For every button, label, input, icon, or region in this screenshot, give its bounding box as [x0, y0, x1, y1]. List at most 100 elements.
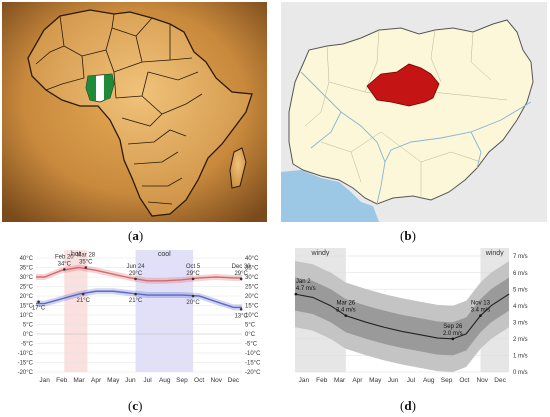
annotation-date: Jun 24: [127, 264, 146, 270]
low-point: [37, 300, 40, 303]
x-tick-label: Oct: [459, 377, 469, 384]
low-value: 20°C: [186, 300, 200, 306]
caption-b: (b): [400, 228, 416, 243]
wind-average-line: [294, 293, 510, 340]
y-tick-label-left: 35°C: [20, 266, 34, 272]
x-tick-label: Aug: [423, 377, 435, 384]
y-tick-label-right: 30°C: [245, 275, 259, 281]
x-tick-label: May: [369, 377, 382, 384]
band-label-windy: windy: [485, 250, 504, 257]
x-tick-label: Feb: [316, 377, 328, 384]
y-tick-label-right: 5 m/s: [513, 287, 528, 293]
y-tick-label-left: 10°C: [20, 313, 34, 319]
y-tick-label-left: 5°C: [23, 323, 34, 329]
annotation-point: [191, 277, 195, 281]
y-tick-label-right: 0 m/s: [513, 370, 528, 376]
annotation-point: [294, 292, 298, 296]
y-tick-label-right: -15°C: [245, 361, 261, 367]
annotation-date: Jan 2: [296, 279, 311, 285]
y-tick-label-right: 3 m/s: [513, 320, 528, 326]
low-point: [81, 292, 85, 296]
wind-inner-band: [295, 277, 509, 356]
low-value: 13°C: [234, 313, 248, 319]
x-tick-label: Oct: [194, 377, 204, 384]
x-tick-label: Jun: [125, 377, 136, 384]
annotation-value: 3.4 m/s: [471, 308, 491, 314]
y-tick-label-left: -10°C: [18, 351, 34, 357]
y-tick-label-right: 5°C: [245, 323, 256, 329]
low-point: [191, 294, 195, 298]
y-tick-label-left: 40°C: [20, 256, 34, 262]
annotation-value: 29°C: [129, 271, 143, 277]
africa-map-icon: [2, 2, 267, 222]
highlighted-region: [366, 63, 440, 107]
wind-speed-chart: windy windy 0 m/s 1 m/s 2 m/s 3 m/s 4 m/s 5 m/s…: [294, 248, 528, 384]
annotation-value: 34°C: [58, 261, 72, 267]
y-tick-label-left: 15°C: [20, 304, 34, 310]
x-tick-label: Sep: [441, 377, 453, 384]
x-tick-label: Feb: [56, 377, 68, 384]
annotation-value: 29°C: [234, 271, 248, 277]
y-tick-label-right: 1 m/s: [513, 354, 528, 360]
x-tick-label: Mar: [73, 377, 85, 384]
series-band: [36, 288, 242, 311]
y-tick-label-left: 20°C: [20, 294, 34, 300]
annotation-date: Mar 28: [76, 253, 95, 259]
low-value: 21°C: [77, 298, 91, 304]
x-tick-label: Jun: [388, 377, 399, 384]
y-tick-label-right: 7 m/s: [513, 254, 528, 260]
x-tick-label: Apr: [352, 377, 363, 384]
x-tick-label: Nov: [210, 377, 222, 384]
nigeria-map-icon: [281, 2, 547, 222]
x-tick-label: Jul: [143, 377, 152, 384]
annotation-point: [134, 277, 137, 281]
annotation-value: 4.7 m/s: [296, 286, 316, 292]
panel-c-temperature-chart: hot cool -20°C -20°C -15°C -15°C -10°C -10°C -5°…: [2, 244, 272, 392]
x-tick-label: Jan: [39, 377, 50, 384]
annotation-point: [479, 314, 482, 317]
nigeria-flag-icon: [85, 73, 115, 103]
annotation-date: Sep 26: [443, 324, 463, 330]
low-point: [239, 308, 243, 311]
annotation-value: 2.0 m/s: [443, 331, 463, 337]
low-point: [134, 292, 137, 296]
annotation-date: Nov 13: [471, 301, 491, 307]
x-tick-label: Jan: [299, 377, 310, 384]
x-tick-label: Mar: [334, 377, 346, 384]
y-tick-label-right: 4 m/s: [513, 304, 528, 310]
y-tick-label-left: 0°C: [23, 332, 34, 338]
temperature-chart: hot cool -20°C -20°C -15°C -15°C -10°C -10°C -5°…: [18, 250, 261, 384]
panel-d-wind-chart: windy windy 0 m/s 1 m/s 2 m/s 3 m/s 4 m/s 5 m/s…: [281, 244, 549, 392]
low-value: 21°C: [129, 298, 143, 304]
x-tick-label: Dec: [494, 377, 506, 384]
x-tick-label: Aug: [159, 377, 171, 384]
caption-d: (d): [400, 398, 416, 413]
annotation-value: 3.4 m/s: [336, 308, 356, 314]
y-tick-label-right: 2 m/s: [513, 337, 528, 343]
annotation-date: Oct 5: [186, 264, 201, 270]
annotation-point: [239, 277, 243, 281]
band-label-windy: windy: [310, 250, 329, 257]
caption-c: (c): [128, 398, 143, 413]
y-tick-label-right: 15°C: [245, 304, 259, 310]
annotation-point: [344, 314, 348, 317]
y-tick-label-left: 30°C: [20, 275, 34, 281]
y-tick-label-right: 35°C: [245, 266, 259, 272]
annotation-value: 29°C: [186, 271, 200, 277]
y-tick-label-left: -20°C: [18, 370, 34, 376]
y-tick-label-right: 25°C: [245, 285, 259, 291]
africa-continent: [27, 9, 253, 217]
panel-b-nigeria-map: [281, 2, 547, 222]
series-line: [36, 290, 242, 309]
x-tick-label: Dec: [228, 377, 240, 384]
y-tick-label-left: -15°C: [18, 361, 34, 367]
y-tick-label-right: 20°C: [245, 294, 259, 300]
band-label-cool: cool: [158, 251, 171, 258]
low-value: 17°C: [32, 306, 46, 312]
annotation-point: [63, 268, 66, 271]
annotation-value: 35°C: [79, 260, 93, 266]
y-tick-label-right: 10°C: [245, 313, 259, 319]
annotation-date: Feb 20: [55, 254, 74, 260]
x-tick-label: May: [107, 377, 120, 384]
annotation-point: [451, 337, 455, 341]
